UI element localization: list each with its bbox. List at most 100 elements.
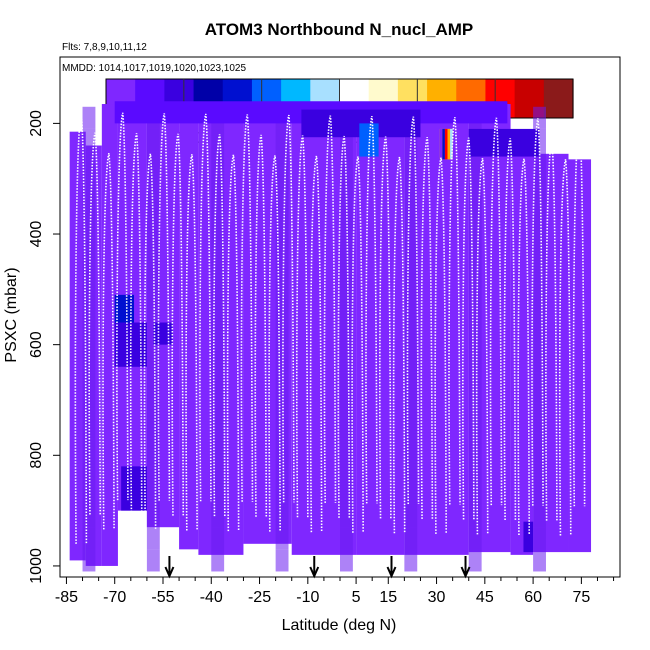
heatmap-cell	[533, 372, 546, 395]
heatmap-cell	[121, 466, 147, 511]
heatmap-cell	[468, 438, 482, 461]
heatmap-cell	[533, 482, 546, 506]
heatmap-cell	[468, 394, 482, 417]
heatmap-cell	[533, 217, 546, 240]
y-tick-label: 200	[28, 110, 45, 137]
heatmap-cell	[468, 416, 482, 439]
heatmap-cell	[340, 505, 353, 528]
heatmap-cell	[211, 195, 225, 218]
flight-profile	[572, 118, 586, 507]
heatmap-cell	[275, 328, 289, 351]
heatmap-cell	[404, 261, 418, 284]
heatmap-cell	[275, 128, 289, 152]
heatmap-cell	[533, 460, 546, 483]
heatmap-cell	[404, 416, 418, 439]
heatmap-cell	[82, 505, 96, 528]
heatmap-cell	[82, 173, 96, 196]
y-tick-label: 400	[28, 221, 45, 248]
heatmap-column	[510, 142, 534, 555]
heatmap-cell	[439, 128, 443, 160]
heatmap-cell	[275, 416, 289, 439]
heatmap-cell	[404, 505, 418, 528]
y-axis: 200 400 600 800 1000	[28, 110, 60, 584]
heatmap-cell	[468, 505, 482, 528]
profile-marker-arrowhead	[164, 566, 175, 579]
flight-profile	[74, 112, 88, 544]
heatmap-cell	[275, 505, 289, 528]
flight-profile	[545, 138, 558, 521]
flight-profile	[517, 158, 531, 535]
heatmap-cell	[211, 482, 225, 506]
heatmap-cell	[340, 261, 353, 284]
heatmap-cell	[340, 328, 353, 351]
heatmap-cell	[404, 460, 418, 483]
heatmap-cell	[211, 549, 225, 572]
heatmap-cell	[275, 151, 289, 174]
heatmap-cell	[146, 438, 160, 461]
heatmap-cell	[275, 438, 289, 461]
heatmap-cell	[468, 527, 482, 550]
heatmap-cell	[146, 305, 160, 329]
heatmap-cell	[468, 173, 482, 196]
heatmap-cell	[533, 106, 546, 129]
heatmap-cell	[468, 549, 482, 572]
heatmap-cell	[146, 482, 160, 506]
heatmap-cell	[533, 438, 546, 461]
profile-marker-arrowhead	[309, 566, 320, 579]
flight-profile	[129, 133, 143, 516]
flight-profile	[116, 112, 129, 501]
heatmap-cell	[468, 482, 482, 506]
flight-profile	[379, 136, 392, 519]
heatmap-cell	[211, 394, 225, 417]
heatmap-cell	[340, 527, 353, 550]
heatmap-cell	[211, 527, 225, 550]
flight-profile	[337, 135, 351, 518]
profile-marker-arrowhead	[386, 566, 397, 579]
heatmap-cell	[275, 394, 289, 417]
heatmap-cell	[533, 328, 546, 351]
heatmap-cell	[146, 128, 160, 152]
flight-profile	[558, 159, 572, 536]
heatmap-cell	[82, 128, 96, 152]
flight-profile	[212, 134, 226, 517]
heatmap-cell	[146, 239, 160, 262]
heatmap-cell	[340, 460, 353, 483]
heatmap-cell	[340, 549, 353, 572]
heatmap-cell	[146, 173, 160, 196]
heatmap-cell	[468, 128, 540, 157]
flight-profile	[462, 137, 475, 520]
heatmap-cell	[404, 305, 418, 329]
flight-profile	[295, 135, 309, 518]
heatmap-cell	[533, 416, 546, 439]
heatmap-cell	[211, 128, 225, 152]
heatmap-cell	[447, 128, 451, 160]
heatmap-cell	[442, 128, 445, 160]
profile-marker-arrowhead	[460, 566, 471, 579]
heatmap-cell	[404, 482, 418, 506]
heatmap-cell	[146, 372, 160, 395]
heatmap-cell	[82, 527, 96, 550]
heatmap-cell	[275, 283, 289, 306]
flight-profile	[268, 155, 281, 532]
heatmap-cell	[146, 283, 160, 306]
x-tick-label: 5	[352, 589, 361, 606]
dates-label: MMDD: 1014,1017,1019,1020,1023,1025	[62, 63, 246, 74]
heatmap-cell	[468, 328, 482, 351]
x-axis: -85 -70 -55 -40 -25 -10 5 15 30 45 60 75	[55, 577, 615, 606]
heatmap-column	[101, 104, 118, 566]
heatmap-cell	[114, 294, 135, 329]
flight-profile	[434, 157, 448, 534]
flight-profile	[323, 115, 337, 503]
heatmap-cell	[533, 261, 546, 284]
heatmap-cell	[404, 173, 418, 196]
flight-profile	[392, 156, 406, 534]
heatmap-cell	[533, 350, 546, 373]
heatmap-cell	[533, 195, 546, 218]
heatmap-cell	[146, 416, 160, 439]
heatmap-cell	[275, 527, 289, 550]
heatmap-cell	[82, 195, 96, 218]
y-tick-label: 600	[28, 331, 45, 358]
heatmap-cell	[404, 217, 418, 240]
heatmap-cell	[468, 239, 482, 262]
